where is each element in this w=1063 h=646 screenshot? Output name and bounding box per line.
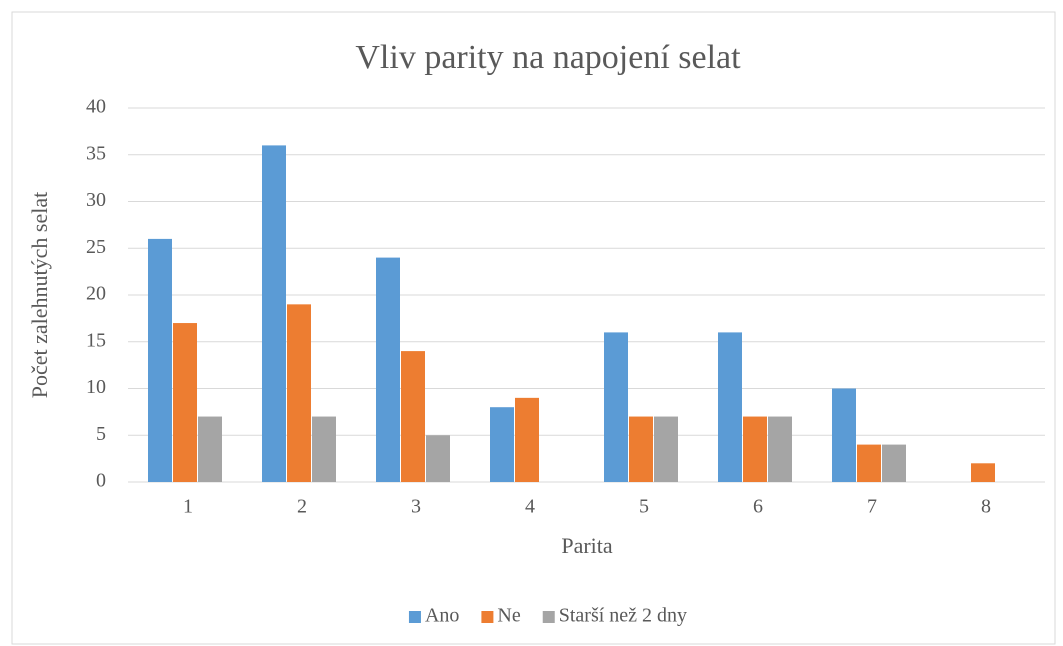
y-tick-label: 15 — [86, 329, 106, 351]
legend-swatch — [408, 611, 421, 623]
bar — [515, 397, 539, 482]
bar — [262, 145, 286, 482]
bar — [173, 323, 197, 482]
x-tick-label: 5 — [639, 496, 649, 518]
y-tick-label: 40 — [86, 96, 106, 118]
x-tick-label: 8 — [981, 496, 991, 518]
bar — [768, 416, 792, 482]
bar — [718, 332, 742, 482]
bar — [743, 416, 767, 482]
bar — [376, 257, 400, 482]
x-tick-label: 2 — [297, 496, 307, 518]
legend-swatch — [481, 611, 494, 623]
legend-label: Ne — [497, 605, 520, 627]
bar — [401, 351, 425, 482]
y-tick-label: 0 — [96, 470, 106, 492]
bar — [148, 238, 172, 482]
y-axis-label: Počet zalehnutých selat — [27, 192, 52, 398]
bar — [832, 388, 856, 482]
legend-label: Ano — [425, 605, 459, 627]
x-tick-label: 1 — [183, 496, 193, 518]
x-axis-label: Parita — [561, 533, 613, 558]
bar — [426, 435, 450, 482]
legend-label: Starší než 2 dny — [559, 605, 687, 627]
legend-swatch — [542, 611, 555, 623]
y-tick-label: 30 — [86, 189, 106, 211]
y-tick-label: 20 — [86, 283, 106, 305]
x-tick-label: 6 — [753, 496, 763, 518]
x-tick-label: 3 — [411, 496, 421, 518]
x-tick-label: 4 — [525, 496, 535, 518]
bar — [312, 416, 336, 482]
bar — [490, 407, 514, 482]
bar — [629, 416, 653, 482]
chart-title: Vliv parity na napojení selat — [355, 39, 741, 76]
bar — [882, 444, 906, 482]
y-tick-label: 10 — [86, 376, 106, 398]
bar — [654, 416, 678, 482]
bar — [604, 332, 628, 482]
y-tick-label: 35 — [86, 142, 106, 164]
bar — [857, 444, 881, 482]
bar — [971, 463, 995, 482]
y-tick-label: 25 — [86, 236, 106, 258]
bar — [287, 304, 311, 482]
x-tick-label: 7 — [867, 496, 877, 518]
y-tick-label: 5 — [96, 423, 106, 445]
bar — [198, 416, 222, 482]
